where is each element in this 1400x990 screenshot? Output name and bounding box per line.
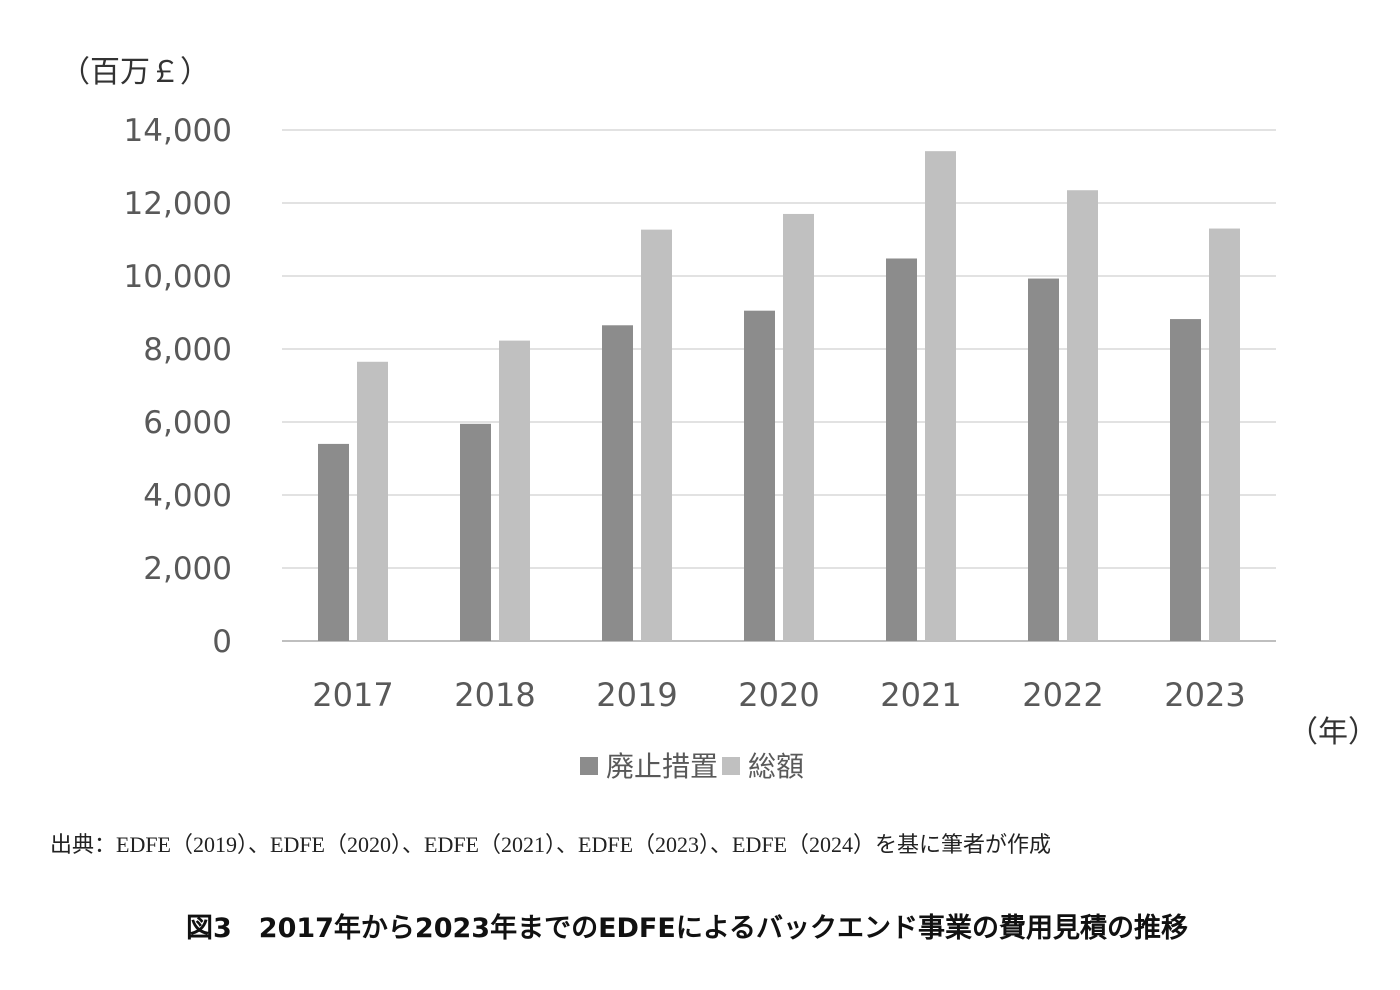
bar-series-1	[1170, 319, 1201, 641]
bar-series-1	[318, 443, 349, 641]
x-tick-label: 2023	[1164, 676, 1245, 714]
x-axis-ticks: 2017 2018 2019 2020 2021 2022 2023	[312, 676, 1245, 714]
bar-series-1	[602, 325, 633, 641]
bar-series-1	[886, 258, 917, 641]
legend-swatch	[580, 757, 598, 775]
legend-label: 総額	[748, 750, 804, 783]
legend-label: 廃止措置	[606, 750, 718, 783]
bar-series-2	[925, 151, 956, 642]
x-tick-label: 2021	[880, 676, 961, 714]
y-tick-label: 10,000	[124, 259, 232, 295]
y-unit-label: （百万￡）	[60, 55, 210, 90]
gridlines	[282, 129, 1276, 642]
legend: 廃止措置 総額	[580, 750, 804, 783]
y-tick-label: 12,000	[124, 186, 232, 222]
bar-series-2	[357, 361, 388, 641]
bars	[318, 151, 1240, 642]
bar-series-2	[641, 229, 672, 641]
y-tick-label: 0	[212, 624, 232, 660]
y-tick-label: 6,000	[143, 405, 232, 441]
bar-series-1	[744, 310, 775, 641]
bar-series-2	[1067, 190, 1098, 641]
bar-series-2	[1209, 228, 1240, 642]
figure-caption: 図3 2017年から2023年までのEDFEによるバックエンド事業の費用見積の推…	[186, 912, 1188, 944]
x-unit-label: （年）	[1288, 715, 1378, 750]
bar-series-1	[1028, 278, 1059, 641]
y-tick-label: 4,000	[143, 478, 232, 514]
x-tick-label: 2019	[596, 676, 677, 714]
bar-series-2	[499, 340, 530, 641]
y-tick-label: 8,000	[143, 332, 232, 368]
bar-series-2	[783, 213, 814, 641]
y-tick-label: 14,000	[124, 113, 232, 149]
bar-series-1	[460, 423, 491, 641]
legend-swatch	[722, 757, 740, 775]
source-note: 出典：EDFE（2019）、EDFE（2020）、EDFE（2021）、EDFE…	[50, 832, 1051, 857]
x-tick-label: 2018	[454, 676, 535, 714]
x-tick-label: 2022	[1022, 676, 1103, 714]
y-tick-label: 2,000	[143, 551, 232, 587]
y-axis-ticks: 0 2,000 4,000 6,000 8,000 10,000 12,000 14,000	[124, 113, 232, 660]
x-tick-label: 2020	[738, 676, 819, 714]
x-tick-label: 2017	[312, 676, 393, 714]
